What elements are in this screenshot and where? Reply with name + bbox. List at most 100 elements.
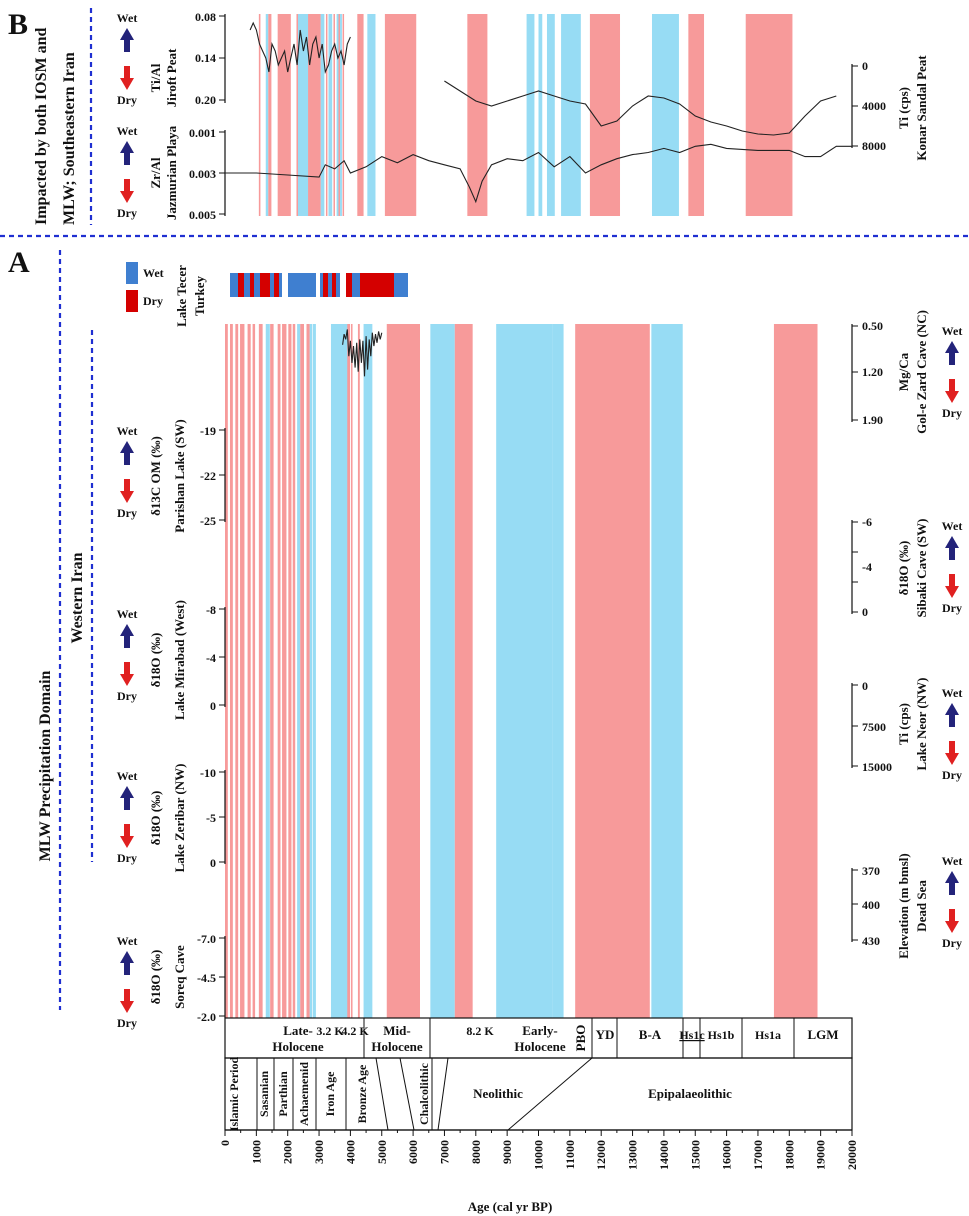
a-dry-band-10	[288, 324, 292, 1018]
wet-up-arrow-icon	[120, 28, 134, 52]
culture-epipalaeolithic: Epipalaeolithic	[648, 1086, 732, 1101]
b-dry-band-5	[325, 14, 328, 216]
b-wet-band-8	[538, 14, 543, 216]
jiroft-peat-axis: 0.08 0.14 0.20 Ti/Al Jiroft Peat	[148, 10, 226, 107]
soreq-cave-axis: -7.0 -4.5 -2.0 δ18O (‰) Soreq Cave	[148, 932, 226, 1024]
deadsea-ylabel: Elevation (m bmsl)	[896, 853, 911, 958]
zone-mid-holocene-2: Holocene	[371, 1039, 422, 1054]
culture-iron-age: Iron Age	[323, 1071, 337, 1116]
b-wet-band-4	[336, 14, 339, 216]
wet-up-arrow-icon	[945, 871, 959, 895]
zone-ba: B-A	[639, 1027, 662, 1042]
wet-label: Wet	[942, 519, 963, 533]
x-tick-label: 4000	[343, 1140, 357, 1164]
zone-early-holocene-2: Holocene	[514, 1039, 565, 1054]
parishan-name: Parishan Lake (SW)	[172, 419, 187, 532]
b-dry-band-11	[467, 14, 488, 216]
wet-dry-legend-1: Wet Dry	[117, 124, 138, 220]
tecer-label-1: Lake Tecer	[174, 265, 189, 327]
tecer-bar-dry-6	[332, 273, 336, 297]
neor-ylabel: Ti (cps)	[896, 703, 911, 745]
x-tick-label: 9000	[500, 1140, 514, 1164]
dry-down-arrow-icon	[120, 824, 134, 848]
dry-down-arrow-icon	[120, 662, 134, 686]
b-wet-band-0	[265, 14, 269, 216]
dry-down-arrow-icon	[120, 66, 134, 90]
jiroft-peat-series	[249, 21, 351, 75]
konar-sandal-axis: 0 4000 8000 Ti (cps) Konar Sandal Peat	[851, 55, 929, 161]
deadsea-tick-3: 430	[862, 934, 880, 948]
a-dry-band-1	[230, 324, 233, 1018]
jazmurian-tick-1: 0.001	[189, 126, 216, 140]
b-dry-band-8	[342, 14, 345, 216]
dry-label: Dry	[117, 689, 137, 703]
parishan-lake-axis: -19 -22 -25 δ13C OM (‰) Parishan Lake (S…	[148, 419, 226, 533]
a-dry-band-4	[247, 324, 251, 1018]
b-wet-band-10	[561, 14, 581, 216]
b-wet-band-11	[651, 14, 679, 216]
dry-down-arrow-icon	[945, 909, 959, 933]
wet-dry-legend-9: Wet Dry	[942, 854, 963, 950]
deadsea-tick-2: 400	[862, 898, 880, 912]
soreq-name: Soreq Cave	[172, 945, 187, 1009]
x-tick-label: 12000	[594, 1140, 608, 1170]
a-dry-band-6	[258, 324, 263, 1018]
wet-label: Wet	[942, 854, 963, 868]
a-wet-band-6	[430, 324, 455, 1018]
b-wet-band-7	[526, 14, 535, 216]
dry-down-arrow-icon	[120, 479, 134, 503]
tecer-wet-label: Wet	[143, 266, 164, 280]
wet-up-arrow-icon	[120, 951, 134, 975]
zone-hs1c: Hs1c	[679, 1028, 705, 1042]
neor-tick-3: 15000	[862, 760, 892, 774]
a-dry-band-15	[351, 324, 353, 1018]
konar-ylabel: Ti (cps)	[896, 87, 911, 129]
panel-a-climate-bands	[225, 324, 818, 1018]
parishan-tick-2: -22	[200, 469, 216, 483]
wet-up-arrow-icon	[120, 786, 134, 810]
tecer-bar-dry-1	[238, 273, 244, 297]
dry-label: Dry	[117, 206, 137, 220]
b-dry-band-0	[258, 14, 261, 216]
a-dry-band-7	[270, 324, 274, 1018]
mirabad-tick-1: -8	[206, 603, 216, 617]
jiroft-tick-2: 0.14	[195, 51, 216, 65]
zeribar-tick-1: -10	[200, 766, 216, 780]
b-dry-band-10	[384, 14, 417, 216]
soreq-tick-3: -2.0	[197, 1010, 216, 1024]
tecer-bar-dry-3	[260, 273, 270, 297]
wet-dry-legend-8: Wet Dry	[942, 686, 963, 782]
parishan-tick-1: -19	[200, 424, 216, 438]
panel-b-letter: B	[8, 8, 28, 41]
zeribar-ylabel: δ18O (‰)	[148, 791, 163, 846]
soreq-tick-2: -4.5	[197, 971, 216, 985]
a-wet-band-4	[330, 324, 349, 1018]
dry-label: Dry	[942, 936, 962, 950]
zone-early-holocene-1: Early-	[522, 1023, 557, 1038]
b-wet-band-5	[340, 14, 342, 216]
x-tick-label: 10000	[532, 1140, 546, 1170]
zone-hs1a: Hs1a	[755, 1028, 781, 1042]
dead-sea-axis: 370 400 430 Elevation (m bmsl) Dead Sea	[851, 853, 929, 959]
golezard-tick-2: 1.20	[862, 365, 883, 379]
dry-label: Dry	[942, 406, 962, 420]
a-wet-band-3	[312, 324, 316, 1018]
x-axis: 0 1000 2000 3000 4000 5000 6000 7000 8000 9000 100…	[218, 1129, 859, 1170]
x-tick-label: 5000	[375, 1140, 389, 1164]
a-dry-band-19	[575, 324, 650, 1018]
wet-dry-legend-0: Wet Dry	[117, 11, 138, 107]
x-axis-title: Age (cal yr BP)	[468, 1199, 553, 1214]
a-dry-band-17	[386, 324, 420, 1018]
a-dry-band-8	[277, 324, 281, 1018]
b-dry-band-4	[308, 14, 321, 216]
jiroft-ylabel: Ti/Al	[148, 63, 163, 92]
wet-dry-legend-3: Wet Dry	[117, 607, 138, 703]
wet-up-arrow-icon	[120, 624, 134, 648]
x-tick-label: 2000	[281, 1140, 295, 1164]
konar-tick-2: 4000	[862, 99, 886, 113]
jiroft-name: Jiroft Peat	[164, 48, 179, 107]
panel-a-letter: A	[8, 246, 30, 279]
wet-label: Wet	[117, 11, 138, 25]
parishan-ylabel: δ13C OM (‰)	[148, 436, 163, 516]
x-tick-label: 19000	[814, 1140, 828, 1170]
